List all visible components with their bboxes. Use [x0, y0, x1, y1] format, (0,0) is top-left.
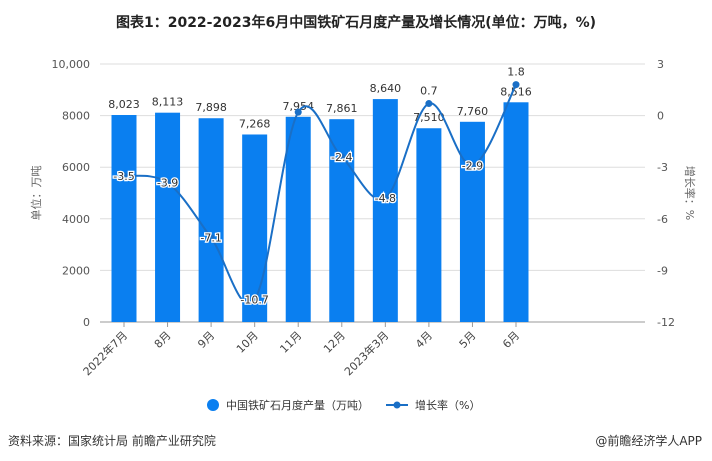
y2-tick-label: -3 [657, 161, 668, 174]
bar [155, 112, 181, 322]
x-tick-label: 12月 [321, 329, 348, 356]
bar-label: 7,760 [457, 105, 489, 118]
growth-point [251, 296, 259, 304]
x-tick-label: 5月 [457, 329, 479, 351]
x-tick-label: 6月 [500, 329, 522, 351]
y2-tick-label: 3 [657, 58, 664, 71]
bar-label: 8,023 [108, 98, 140, 111]
bar-label: 7,861 [326, 102, 358, 115]
source-note: 资料来源：国家统计局 前瞻产业研究院 [8, 434, 216, 448]
y-tick-label: 8000 [62, 110, 90, 123]
chart-title: 图表1：2022-2023年6月中国铁矿石月度产量及增长情况(单位：万吨，%) [115, 15, 597, 31]
x-tick-label: 2022年7月 [80, 328, 130, 378]
app-credit: @前瞻经济学人APP [595, 434, 702, 448]
bar [372, 99, 398, 322]
growth-line [123, 84, 517, 305]
bar-label: 8,516 [500, 85, 532, 98]
growth-point [294, 108, 302, 116]
bar [329, 119, 355, 322]
y2-tick-label: -6 [657, 213, 668, 226]
growth-point [338, 153, 346, 161]
x-tick-label: 8月 [152, 329, 174, 351]
x-tick-label: 2023年3月 [341, 328, 391, 378]
y2-tick-label: -9 [657, 264, 668, 277]
x-tick-label: 11月 [277, 329, 304, 356]
y2-tick-label: -12 [657, 316, 675, 329]
growth-label: 0.7 [420, 85, 438, 98]
chart-svg: 0200040006000800010,000-12-9-6-303单位：万吨增… [29, 58, 697, 412]
growth-label: -2.4 [331, 151, 352, 164]
y2-tick-label: 0 [657, 110, 664, 123]
bar-label: 8,640 [370, 82, 402, 95]
growth-point [512, 81, 520, 89]
x-tick-label: 4月 [413, 329, 435, 351]
bar-label: 7,268 [239, 117, 271, 130]
growth-label: -2.9 [462, 159, 483, 172]
bar [198, 118, 224, 322]
bar [416, 128, 442, 322]
y-axis-label: 单位：万吨 [29, 166, 43, 221]
legend-line-label: 增长率（%） [415, 398, 480, 412]
y2-axis-label: 增长率：% [683, 166, 697, 220]
bar [285, 116, 311, 322]
y-tick-label: 10,000 [52, 58, 91, 71]
growth-label: -3.9 [157, 177, 178, 190]
growth-point [120, 172, 128, 180]
bar [503, 102, 529, 322]
legend-bar-icon [207, 399, 219, 411]
growth-point [207, 234, 215, 242]
bar-label: 8,113 [152, 96, 184, 109]
legend-bar-label: 中国铁矿石月度产量（万吨） [226, 398, 369, 412]
growth-label: -4.8 [375, 192, 396, 205]
x-tick-label: 9月 [195, 329, 217, 351]
x-tick-label: 10月 [234, 329, 261, 356]
y-tick-label: 2000 [62, 264, 90, 277]
growth-label: -7.1 [200, 232, 221, 245]
growth-point [381, 194, 389, 202]
legend-line-marker [393, 401, 401, 409]
y-tick-label: 4000 [62, 213, 90, 226]
y-tick-label: 0 [83, 316, 90, 329]
growth-point [468, 161, 476, 169]
bar [459, 121, 485, 323]
bar [111, 115, 137, 323]
bar-label: 7,954 [282, 100, 314, 113]
growth-label: -10.7 [240, 294, 268, 307]
growth-label: -3.5 [113, 170, 134, 183]
growth-label: 1.8 [507, 66, 525, 79]
bar [242, 134, 268, 322]
bar-label: 7,898 [195, 101, 227, 114]
y-tick-label: 6000 [62, 161, 90, 174]
growth-point [164, 179, 172, 187]
growth-point [425, 100, 433, 108]
